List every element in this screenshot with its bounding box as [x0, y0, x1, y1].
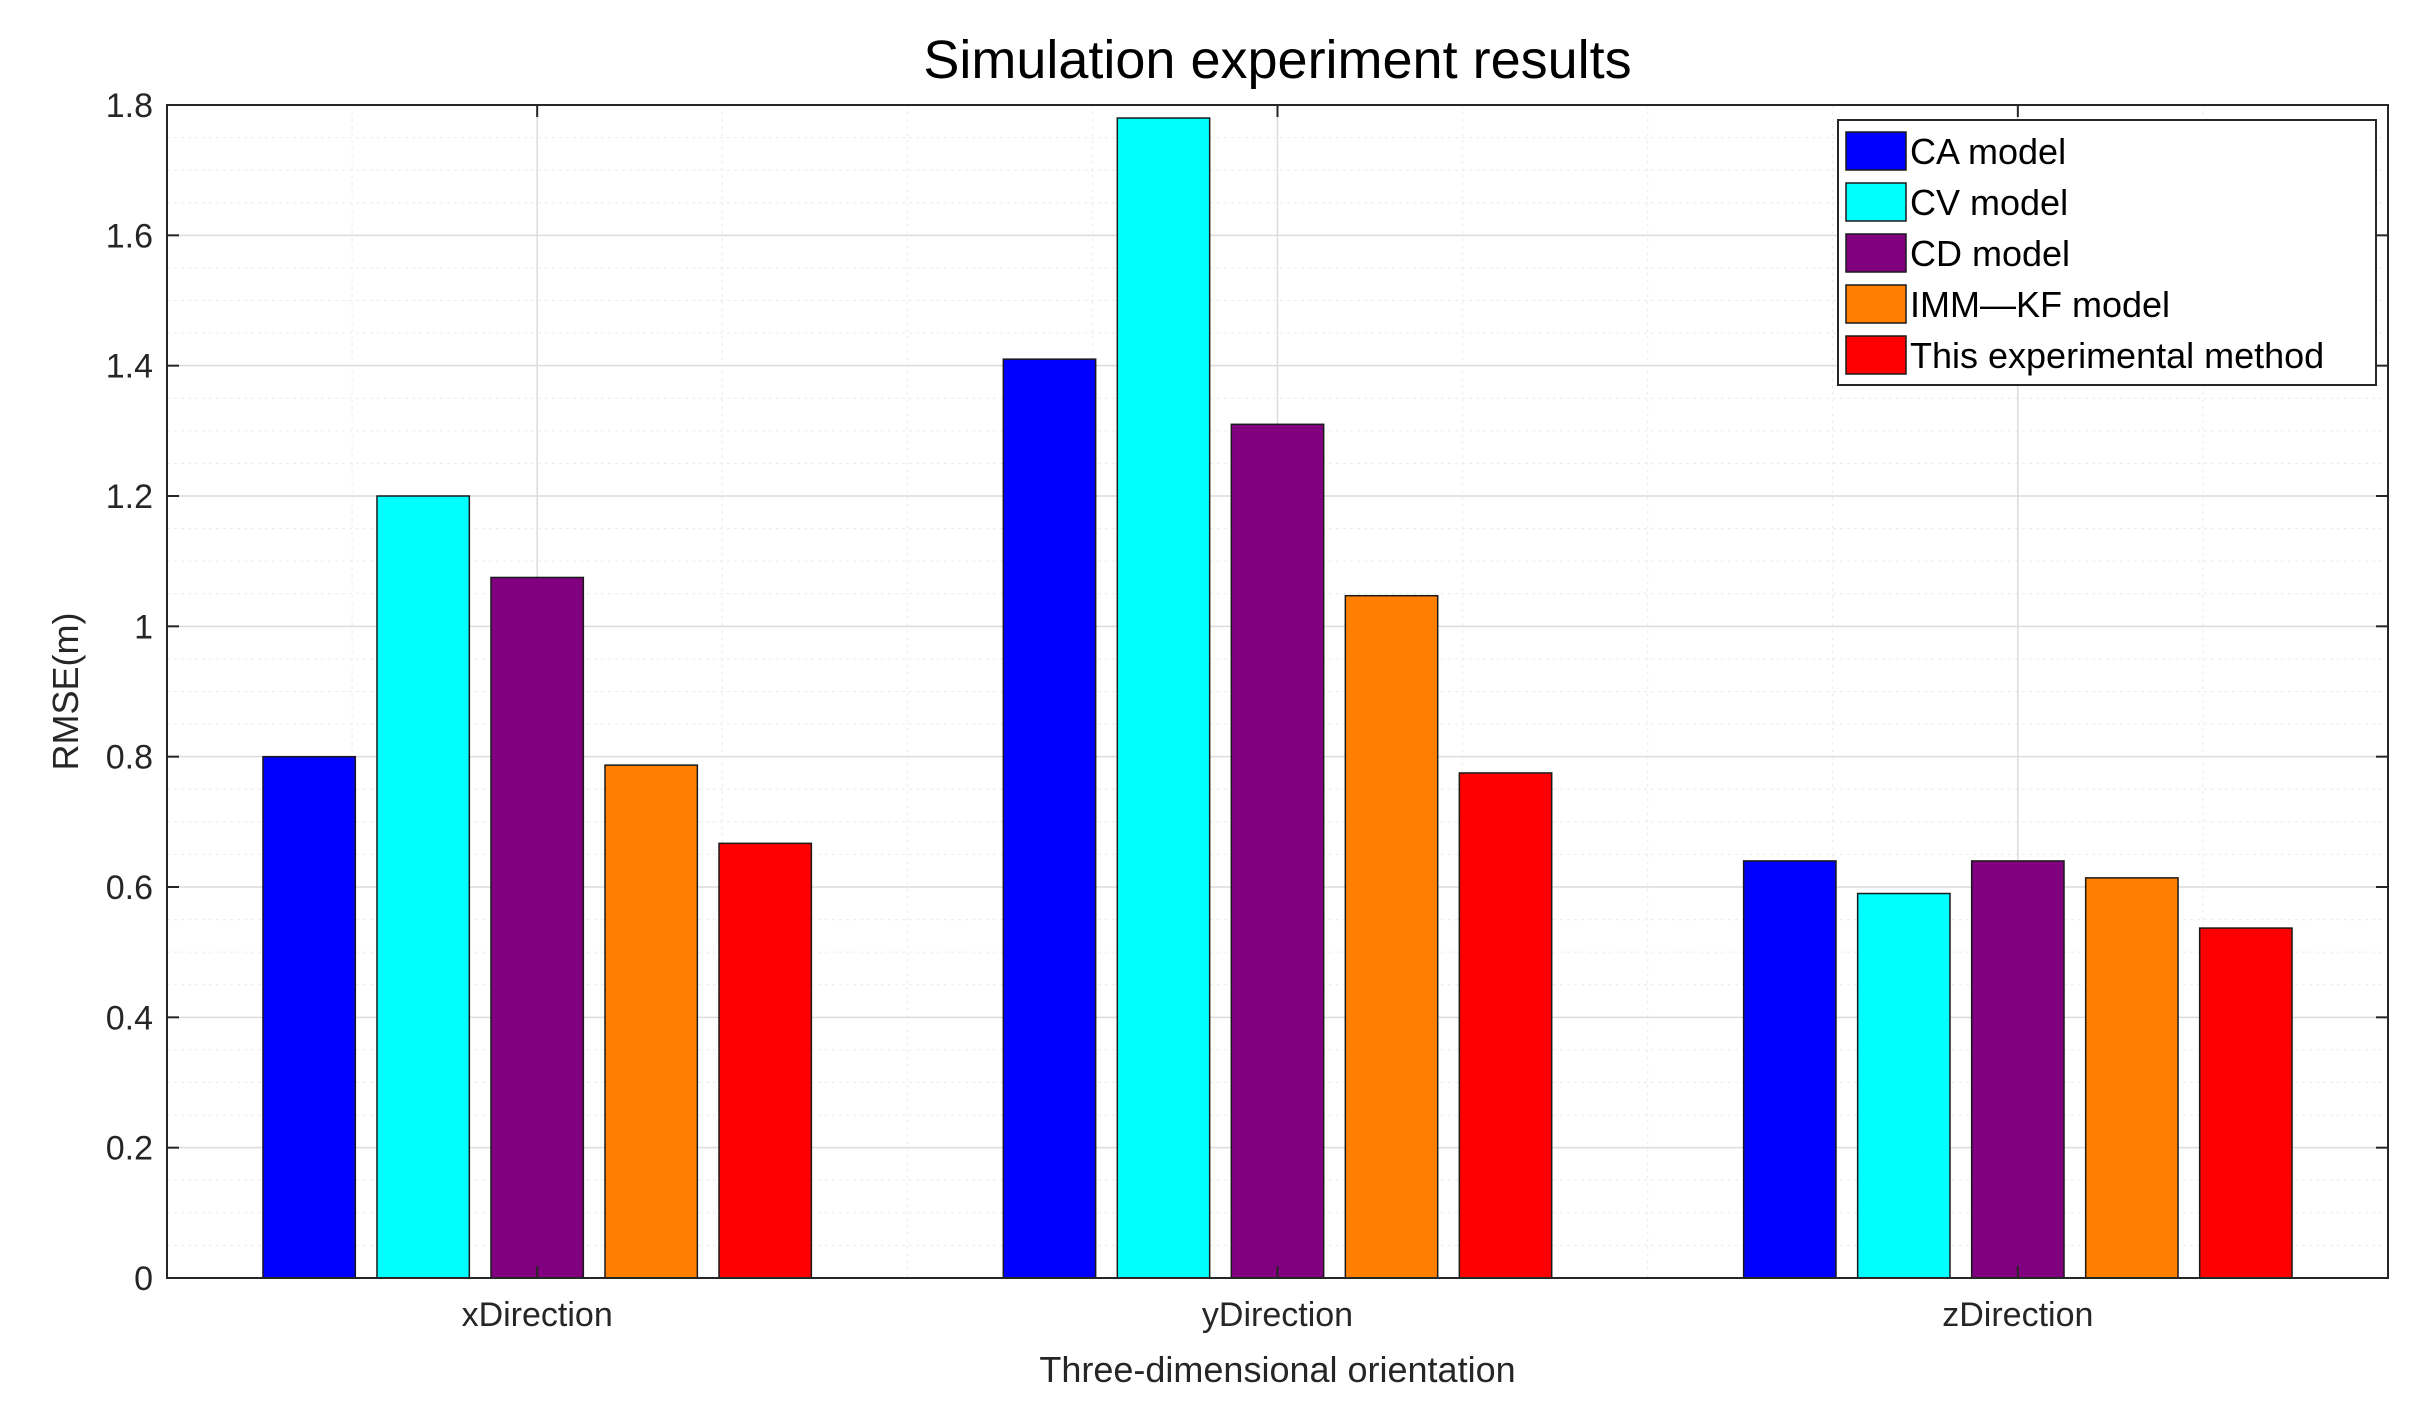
y-axis-label: RMSE(m): [45, 613, 86, 771]
y-tick-label: 0: [134, 1260, 153, 1298]
bar: [2198, 927, 2293, 1279]
bar: [1970, 860, 2065, 1279]
x-tick-label: yDirection: [1202, 1296, 1353, 1334]
bar: [1344, 594, 1439, 1279]
legend-label: CD model: [1910, 233, 2070, 274]
x-axis-label: Three-dimensional orientation: [1039, 1349, 1515, 1390]
bars: [262, 117, 2293, 1279]
bar: [490, 576, 585, 1279]
x-tick-label: xDirection: [462, 1296, 613, 1334]
bar: [262, 755, 357, 1279]
legend-label: IMM—KF model: [1910, 284, 2170, 325]
axis-ticks: 0 0.2 0.4 0.6 0.8 1 1.2 1.4 1.6 1.8 xDirection yDir…: [106, 87, 2388, 1334]
legend-swatch: [1845, 335, 1907, 375]
legend-label: CA model: [1910, 131, 2066, 172]
x-tick-label: zDirection: [1942, 1296, 2093, 1334]
bar: [1856, 892, 1951, 1279]
y-tick-label: 0.8: [106, 739, 153, 777]
legend-swatch: [1845, 182, 1907, 222]
bar: [604, 764, 699, 1279]
bar: [376, 495, 471, 1279]
y-tick-label: 0.4: [106, 999, 153, 1037]
legend: CA model CV model CD model IMM—KF model This…: [1837, 119, 2377, 386]
y-tick-label: 1.8: [106, 87, 153, 125]
legend-swatch: [1845, 131, 1907, 171]
chart-title: Simulation experiment results: [923, 30, 1631, 90]
y-tick-label: 1: [134, 608, 153, 646]
bar: [1116, 117, 1211, 1279]
legend-label: CV model: [1910, 182, 2068, 223]
y-tick-label: 1.6: [106, 217, 153, 255]
bar: [2084, 877, 2179, 1279]
legend-swatch: [1845, 233, 1907, 273]
y-tick-label: 0.6: [106, 869, 153, 907]
bar: [1458, 772, 1553, 1279]
legend-label: This experimental method: [1910, 335, 2324, 376]
legend-box: [1837, 119, 2377, 386]
y-tick-label: 1.2: [106, 478, 153, 516]
bar: [1230, 423, 1325, 1279]
y-tick-label: 1.4: [106, 348, 153, 386]
bar: [1002, 358, 1097, 1279]
bar: [1742, 860, 1837, 1279]
y-tick-label: 0.2: [106, 1130, 153, 1168]
legend-swatch: [1845, 284, 1907, 324]
bar: [718, 842, 813, 1279]
